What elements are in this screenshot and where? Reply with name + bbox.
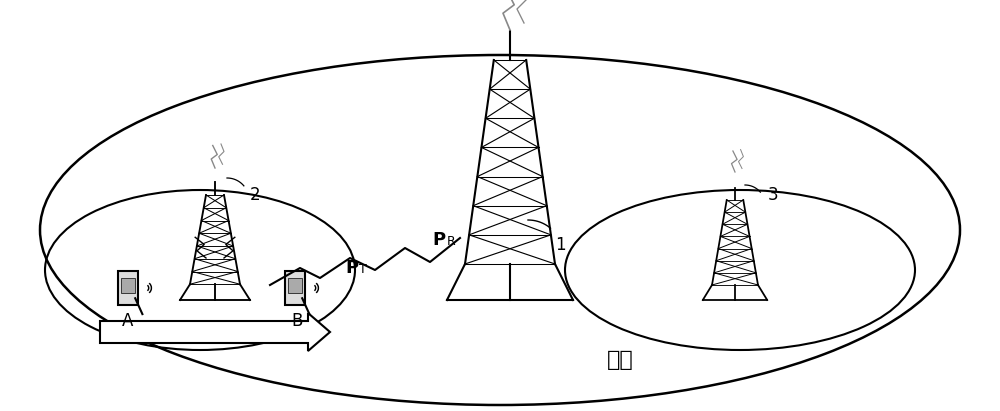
Text: 3: 3 — [768, 186, 779, 204]
Bar — [285, 271, 305, 305]
Text: 1: 1 — [555, 236, 566, 254]
Text: T: T — [359, 263, 367, 276]
Text: P: P — [432, 231, 445, 249]
Text: B: B — [291, 312, 303, 330]
FancyArrow shape — [100, 313, 330, 351]
Bar — [118, 271, 138, 305]
Text: P: P — [345, 259, 358, 277]
Text: 小区: 小区 — [607, 350, 633, 370]
Text: R: R — [447, 235, 456, 248]
Text: 2: 2 — [250, 186, 261, 204]
Bar — [121, 278, 135, 293]
Text: A: A — [122, 312, 134, 330]
Bar — [288, 278, 302, 293]
